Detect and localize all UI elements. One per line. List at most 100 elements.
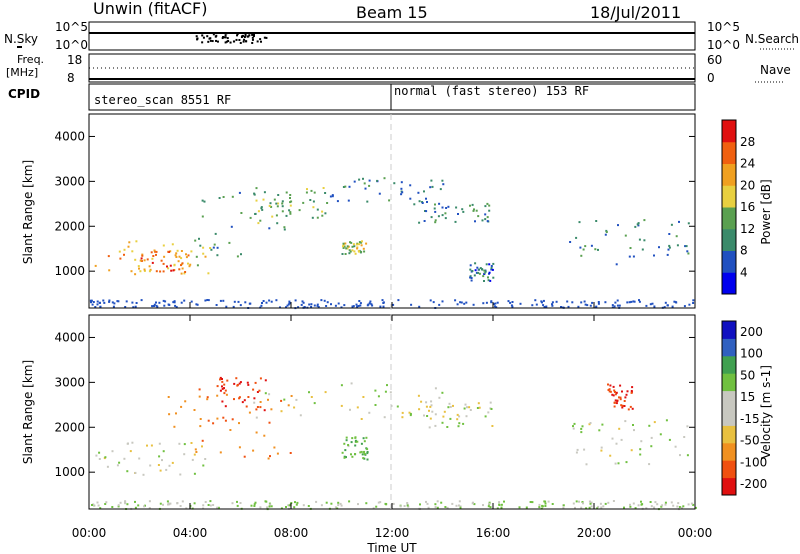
echo-cell-6 — [615, 442, 618, 445]
echo-cell-1 — [194, 239, 197, 242]
ground-scatter-cell — [202, 504, 205, 507]
ground-scatter-cell — [485, 301, 488, 304]
echo-cell-4 — [423, 220, 426, 222]
echo-cell-1 — [193, 409, 196, 411]
ground-scatter-cell — [351, 305, 354, 308]
ground-scatter-cell — [162, 503, 164, 506]
echo-cell-7 — [595, 220, 598, 222]
noise-left-tick-bottom: 10^0 — [55, 38, 88, 52]
echo-cell-4 — [464, 403, 467, 406]
echo-cell-1 — [271, 215, 274, 218]
echo-cell-1 — [216, 246, 219, 249]
echo-cell-4 — [437, 215, 440, 218]
ground-scatter-cell — [591, 301, 594, 304]
echo-cell-8 — [170, 269, 173, 272]
echo-cell-4 — [477, 402, 480, 405]
ground-scatter-cell — [137, 504, 140, 507]
echo-cell-1 — [218, 197, 221, 199]
echo-cell-7 — [624, 234, 627, 237]
noise-trace — [89, 32, 695, 44]
echo-cell-1 — [184, 400, 187, 403]
echo-cell-5 — [363, 453, 366, 455]
echo-cell-6 — [491, 268, 494, 271]
ground-scatter-cell — [316, 303, 319, 306]
echo-cell-4 — [444, 212, 447, 215]
echo-cell-2 — [219, 378, 221, 381]
echo-cell-8 — [178, 268, 181, 271]
echo-cell-3 — [389, 391, 392, 394]
ground-scatter-cell — [410, 303, 413, 306]
colorbar-tick-label: 50 — [740, 368, 755, 382]
ground-scatter-cell — [640, 500, 642, 503]
echo-cell-5 — [343, 245, 346, 248]
ground-scatter-cell — [436, 506, 439, 509]
echo-cell-3 — [441, 179, 444, 182]
echo-cell-1 — [175, 412, 177, 415]
echo-cell-0 — [119, 257, 122, 260]
echo-cell-2 — [255, 187, 258, 190]
ground-scatter-cell — [286, 304, 289, 307]
echo-cell-5 — [366, 458, 369, 461]
echo-cell-2 — [259, 406, 262, 409]
echo-cell-3 — [441, 391, 444, 394]
echo-cell-0 — [127, 245, 130, 248]
x-tick-label: 12:00 — [375, 526, 410, 540]
echo-cell-4 — [461, 208, 464, 211]
echo-cell-2 — [247, 396, 250, 398]
ground-scatter-cell — [265, 500, 268, 503]
echo-cell-0 — [150, 251, 153, 254]
echo-cell-0 — [158, 455, 161, 458]
ground-scatter-cell — [678, 506, 681, 508]
echo-cell-7 — [608, 390, 611, 393]
ground-scatter-cell — [496, 507, 499, 510]
echo-cell-7 — [597, 248, 599, 251]
echo-cell-0 — [118, 461, 121, 464]
echo-cell-4 — [426, 201, 428, 203]
ground-scatter-cell — [207, 504, 210, 506]
echo-cell-7 — [613, 401, 616, 404]
echo-cell-6 — [665, 419, 668, 422]
ground-scatter-cell — [315, 500, 318, 503]
echo-cell-4 — [428, 426, 431, 429]
echo-cell-8 — [172, 269, 175, 272]
ground-scatter-cell — [217, 506, 220, 509]
echo-cell-5 — [351, 249, 354, 252]
echo-cell-7 — [630, 391, 633, 394]
echo-cell-3 — [400, 187, 403, 190]
echo-cell-4 — [452, 404, 454, 407]
echo-cell-6 — [483, 280, 485, 282]
echo-cell-1 — [249, 216, 252, 219]
echo-cell-0 — [134, 471, 137, 474]
ground-scatter-cell — [280, 507, 283, 510]
ground-scatter-cell — [595, 305, 598, 308]
ground-scatter-cell — [293, 506, 296, 509]
echo-cell-5 — [347, 245, 350, 248]
echo-cell-1 — [268, 421, 271, 424]
echo-cell-7 — [668, 246, 671, 249]
echo-cell-2 — [254, 381, 257, 384]
ground-scatter-cell — [664, 301, 667, 304]
ground-scatter-cell — [577, 305, 580, 308]
echo-cell-6 — [600, 449, 603, 452]
echo-cell-4 — [443, 410, 446, 413]
echo-cell-1 — [238, 422, 240, 425]
ground-scatter-cell — [687, 503, 690, 506]
echo-cell-4 — [465, 415, 468, 418]
ground-scatter-cell — [356, 305, 359, 308]
echo-cell-7 — [676, 244, 679, 247]
echo-cell-2 — [324, 192, 327, 194]
echo-cell-6 — [470, 279, 473, 282]
echo-cell-2 — [263, 191, 266, 194]
ground-scatter-cell — [654, 501, 657, 504]
echo-cell-6 — [492, 276, 495, 279]
echo-cell-5 — [354, 252, 357, 255]
echo-cell-1 — [276, 452, 279, 455]
ground-scatter-cell — [392, 303, 395, 306]
echo-cell-4 — [441, 214, 444, 217]
echo-cell-2 — [316, 216, 319, 219]
echo-cell-0 — [127, 442, 129, 445]
noise-right-tick-bottom: 10^0 — [707, 38, 740, 52]
echo-cell-4 — [429, 417, 432, 420]
echo-cell-7 — [653, 254, 655, 257]
colorbar-swatch — [722, 477, 736, 496]
